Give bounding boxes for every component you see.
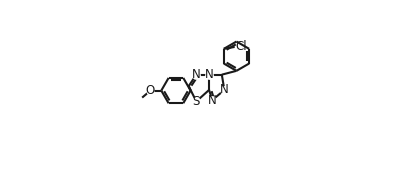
Text: N: N	[192, 68, 201, 81]
Text: Cl: Cl	[235, 41, 247, 53]
Text: N: N	[208, 94, 217, 107]
Text: S: S	[193, 95, 200, 108]
Text: O: O	[146, 84, 155, 97]
Text: N: N	[220, 84, 229, 96]
Text: N: N	[205, 68, 213, 81]
